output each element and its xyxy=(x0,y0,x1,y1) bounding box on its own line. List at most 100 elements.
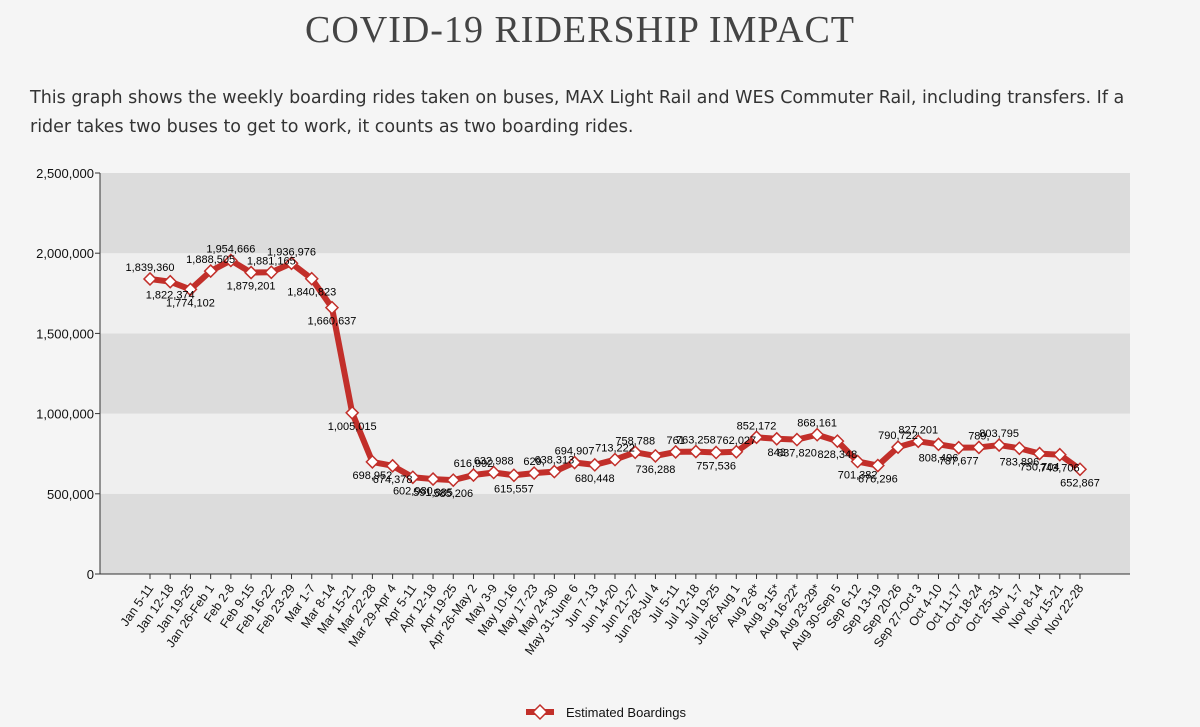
page-title: COVID-19 RIDERSHIP IMPACT xyxy=(304,9,856,51)
data-label: 827,201 xyxy=(898,424,938,436)
data-point xyxy=(870,458,885,473)
data-label: 694,907 xyxy=(555,446,595,458)
data-label: 1,888,505 xyxy=(186,254,235,266)
data-point xyxy=(931,437,946,452)
data-label: 680,448 xyxy=(575,473,615,485)
data-point xyxy=(729,444,744,459)
data-label: 1,660,637 xyxy=(307,316,356,328)
data-point xyxy=(345,405,360,420)
data-label: 763,258 xyxy=(676,435,716,447)
data-label: 789, xyxy=(968,430,989,442)
data-label: 615,557 xyxy=(494,483,534,495)
data-label: 674,378 xyxy=(373,474,413,486)
data-label: 843 xyxy=(768,447,786,459)
data-label: 1,822,374 xyxy=(146,290,195,302)
data-point xyxy=(688,444,703,459)
data-point xyxy=(810,427,825,442)
data-label: 808,496 xyxy=(919,452,959,464)
data-point xyxy=(365,454,380,469)
data-point xyxy=(709,445,724,460)
data-label: 652,867 xyxy=(1060,477,1100,489)
data-point xyxy=(769,431,784,446)
series-estimated-boardings xyxy=(142,253,1088,488)
data-label: 632,988 xyxy=(474,455,514,467)
data-label: 1,879,201 xyxy=(227,281,276,293)
chart-description: This graph shows the weekly boarding rid… xyxy=(30,88,1125,137)
data-label: 750,704 xyxy=(1020,462,1060,474)
data-point xyxy=(749,430,764,445)
data-point xyxy=(992,438,1007,453)
data-point xyxy=(668,444,683,459)
data-point xyxy=(324,300,340,315)
data-point xyxy=(830,434,845,449)
data-label: 803,795 xyxy=(979,428,1019,440)
data-label: 837,820 xyxy=(777,448,817,460)
data-label: 852,172 xyxy=(737,420,777,432)
data-point xyxy=(567,455,582,470)
data-label: 757,536 xyxy=(696,460,736,472)
data-label: 602,980 xyxy=(393,485,433,497)
data-label: 762,027 xyxy=(716,435,756,447)
data-point xyxy=(506,468,521,483)
y-tick-label: 1,500,000 xyxy=(36,326,94,341)
data-label: 868,161 xyxy=(797,418,837,430)
data-point xyxy=(183,282,198,297)
grid-band xyxy=(100,173,1130,254)
data-label: 1,881,165 xyxy=(247,255,296,267)
data-point xyxy=(789,432,805,447)
legend: Estimated Boardings xyxy=(526,703,686,721)
data-point xyxy=(1032,446,1047,461)
data-point xyxy=(304,271,319,286)
data-label: 1,005,015 xyxy=(328,421,377,433)
legend-marker-icon xyxy=(531,703,549,721)
data-label: 591,885 xyxy=(413,487,453,499)
data-point xyxy=(264,265,279,280)
data-point xyxy=(587,457,602,472)
data-point xyxy=(203,264,218,279)
data-label: 783,896 xyxy=(999,456,1039,468)
data-label: 1,936,976 xyxy=(267,246,316,258)
data-point xyxy=(284,256,299,271)
data-point xyxy=(244,265,259,280)
data-label: 701,382 xyxy=(838,469,878,481)
data-point xyxy=(648,448,663,463)
grid-band xyxy=(100,333,1130,414)
data-label: 758,788 xyxy=(615,435,655,447)
data-point xyxy=(486,465,501,480)
data-label: 676,296 xyxy=(858,474,898,486)
y-axis: 0 500,000 1,000,000 1,500,000 2,000,000 2,500… xyxy=(36,166,101,582)
data-label: 638,313 xyxy=(534,455,574,467)
data-point xyxy=(607,452,623,467)
data-label: 1,840,823 xyxy=(287,287,336,299)
data-point xyxy=(446,473,461,488)
data-point xyxy=(890,440,906,455)
data-label: 616,992 xyxy=(454,458,494,470)
data-label: 761 xyxy=(666,435,684,447)
data-point xyxy=(628,445,643,460)
grid-band xyxy=(100,493,1130,574)
grid-bands xyxy=(100,173,1130,574)
data-point xyxy=(1012,441,1027,456)
data-point xyxy=(405,470,420,485)
data-point xyxy=(425,472,441,487)
data-label: 736,288 xyxy=(636,464,676,476)
data-label: 828,348 xyxy=(818,449,858,461)
data-label: 585,206 xyxy=(433,488,473,500)
data-point xyxy=(951,440,966,455)
data-point xyxy=(142,271,158,287)
y-tick-label: 2,500,000 xyxy=(36,166,94,181)
data-label: 629, xyxy=(523,456,544,468)
y-tick-label: 0 xyxy=(87,567,94,582)
legend-label[interactable]: Estimated Boardings xyxy=(566,705,686,720)
data-label: 1,839,360 xyxy=(126,262,175,274)
data-label: 713,222 xyxy=(595,443,635,455)
data-point xyxy=(527,466,542,481)
data-point xyxy=(547,464,562,479)
data-point xyxy=(911,434,926,449)
data-label: 743,706 xyxy=(1040,463,1080,475)
data-label: 1,954,666 xyxy=(206,243,255,255)
data-point xyxy=(850,454,865,469)
